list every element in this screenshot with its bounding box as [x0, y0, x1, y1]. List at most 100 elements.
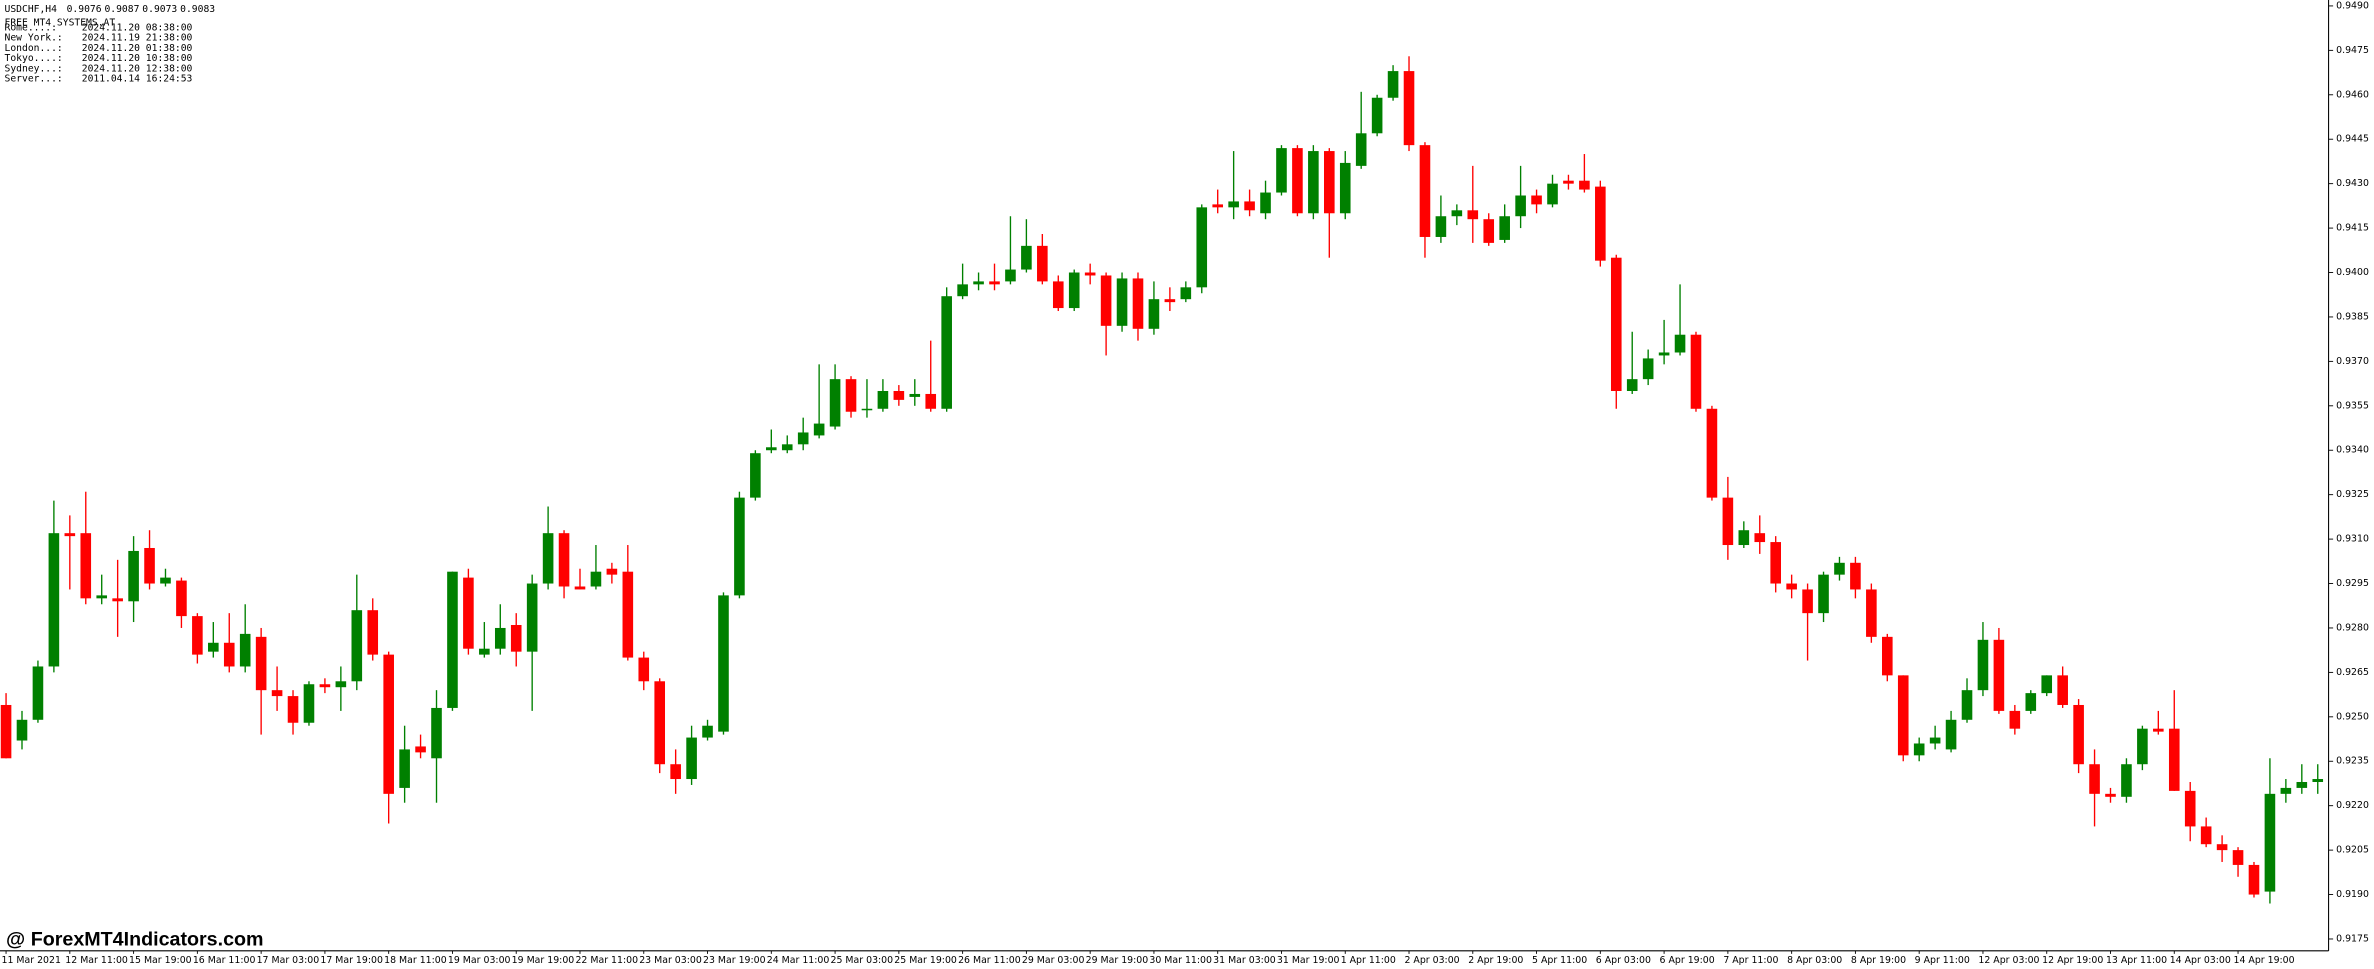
candle-body — [431, 707, 442, 759]
candle-body — [1563, 180, 1574, 184]
candle-body — [1339, 162, 1351, 214]
candle-body — [1754, 533, 1766, 543]
candle-body — [1467, 210, 1479, 220]
candle-body — [2216, 844, 2228, 851]
y-tick-label: 0.9235 — [2336, 756, 2369, 767]
x-tick-label: 2 Apr 19:00 — [1468, 955, 1523, 966]
candle-body — [1802, 589, 1813, 614]
candle-body — [638, 657, 650, 682]
candle-body — [2232, 850, 2244, 865]
candle-body — [192, 616, 203, 655]
x-tick-label: 29 Mar 19:00 — [1086, 955, 1149, 966]
candle-body — [1706, 408, 1718, 498]
y-tick-label: 0.9385 — [2336, 311, 2369, 322]
clock-time: 2024.11.20 10:38:00 — [82, 53, 193, 64]
candle-body — [2312, 779, 2324, 782]
candle-body — [1260, 192, 1271, 214]
candle-body — [1977, 639, 1989, 691]
candle-body — [48, 533, 60, 667]
candle-body — [702, 725, 713, 738]
candle-body — [1690, 334, 1702, 409]
x-tick-label: 6 Apr 19:00 — [1660, 955, 1715, 966]
candle-body — [2280, 787, 2292, 794]
candle-body — [112, 598, 123, 602]
candle-body — [1515, 195, 1526, 217]
y-tick-label: 0.9370 — [2336, 356, 2369, 367]
candle-body — [1595, 186, 1606, 261]
y-tick-label: 0.9355 — [2336, 400, 2369, 411]
x-tick-label: 22 Mar 11:00 — [575, 955, 638, 966]
candle-body — [2264, 793, 2276, 892]
candle-body — [941, 296, 952, 409]
candle-body — [973, 281, 984, 285]
x-tick-label: 8 Apr 03:00 — [1787, 955, 1842, 966]
candle-body — [239, 633, 251, 667]
y-tick-label: 0.9325 — [2336, 489, 2369, 500]
candle-body — [160, 577, 171, 584]
candle-body — [479, 648, 490, 655]
candle-body — [16, 719, 28, 741]
candle-body — [606, 568, 618, 575]
candle-body — [813, 423, 825, 436]
candle-body — [1116, 278, 1128, 326]
y-tick-label: 0.9220 — [2336, 800, 2369, 811]
candle-body — [335, 681, 347, 688]
candle-body — [893, 390, 905, 400]
x-tick-label: 2 Apr 03:00 — [1404, 955, 1459, 966]
candle-body — [1451, 210, 1463, 217]
x-tick-label: 7 Apr 11:00 — [1723, 955, 1778, 966]
clock-label: New York.: — [5, 33, 63, 44]
candle-body — [1292, 148, 1303, 214]
y-tick-label: 0.9445 — [2336, 134, 2369, 145]
candle-body — [1579, 180, 1590, 190]
candle-body — [1052, 281, 1064, 309]
y-tick-label: 0.9205 — [2336, 845, 2369, 856]
y-tick-label: 0.9430 — [2336, 178, 2369, 189]
candle-body — [2200, 826, 2212, 845]
candle-body — [1228, 201, 1239, 208]
candle-body — [351, 610, 363, 682]
y-tick-label: 0.9415 — [2336, 223, 2369, 234]
x-tick-label: 5 Apr 11:00 — [1532, 955, 1587, 966]
candle-body — [734, 497, 745, 596]
candle-body — [1722, 497, 1734, 546]
candle-body — [670, 764, 681, 780]
x-tick-label: 14 Apr 19:00 — [2233, 955, 2294, 966]
candle-body — [2296, 781, 2308, 788]
candle-body — [1961, 690, 1973, 720]
x-tick-label: 11 Mar 2021 — [2, 955, 61, 966]
candle-body — [909, 393, 921, 397]
y-tick-label: 0.9250 — [2336, 711, 2369, 722]
candle-body — [2041, 675, 2053, 694]
x-tick-label: 9 Apr 11:00 — [1915, 955, 1970, 966]
candle-body — [32, 666, 44, 720]
y-tick-label: 0.9295 — [2336, 578, 2369, 589]
candle-body — [303, 684, 315, 723]
candle-body — [1610, 257, 1622, 391]
candle-body — [1371, 97, 1383, 134]
clock-label: Rome....: — [5, 22, 57, 33]
candle-body — [1499, 216, 1510, 240]
candle-body — [1084, 272, 1096, 276]
x-tick-label: 19 Mar 19:00 — [512, 955, 575, 966]
x-tick-label: 26 Mar 11:00 — [958, 955, 1021, 966]
y-tick-label: 0.9310 — [2336, 534, 2369, 545]
candle-body — [144, 547, 155, 584]
candle-body — [558, 533, 570, 587]
candle-body — [797, 432, 809, 445]
candle-body — [1355, 133, 1367, 166]
candle-body — [64, 533, 76, 537]
x-tick-label: 17 Mar 19:00 — [320, 955, 383, 966]
x-tick-label: 31 Mar 03:00 — [1213, 955, 1276, 966]
clock-time: 2024.11.20 08:38:00 — [82, 22, 193, 33]
watermark: @ ForexMT4Indicators.com — [6, 928, 263, 950]
candle-body — [415, 746, 426, 753]
candle-body — [2105, 793, 2116, 797]
candle-body — [2025, 693, 2037, 711]
x-tick-label: 6 Apr 03:00 — [1596, 955, 1651, 966]
candle-body — [574, 586, 586, 590]
candle-body — [845, 379, 857, 412]
candle-body — [1005, 269, 1016, 282]
candle-body — [1786, 583, 1797, 590]
candle-body — [1818, 574, 1829, 614]
